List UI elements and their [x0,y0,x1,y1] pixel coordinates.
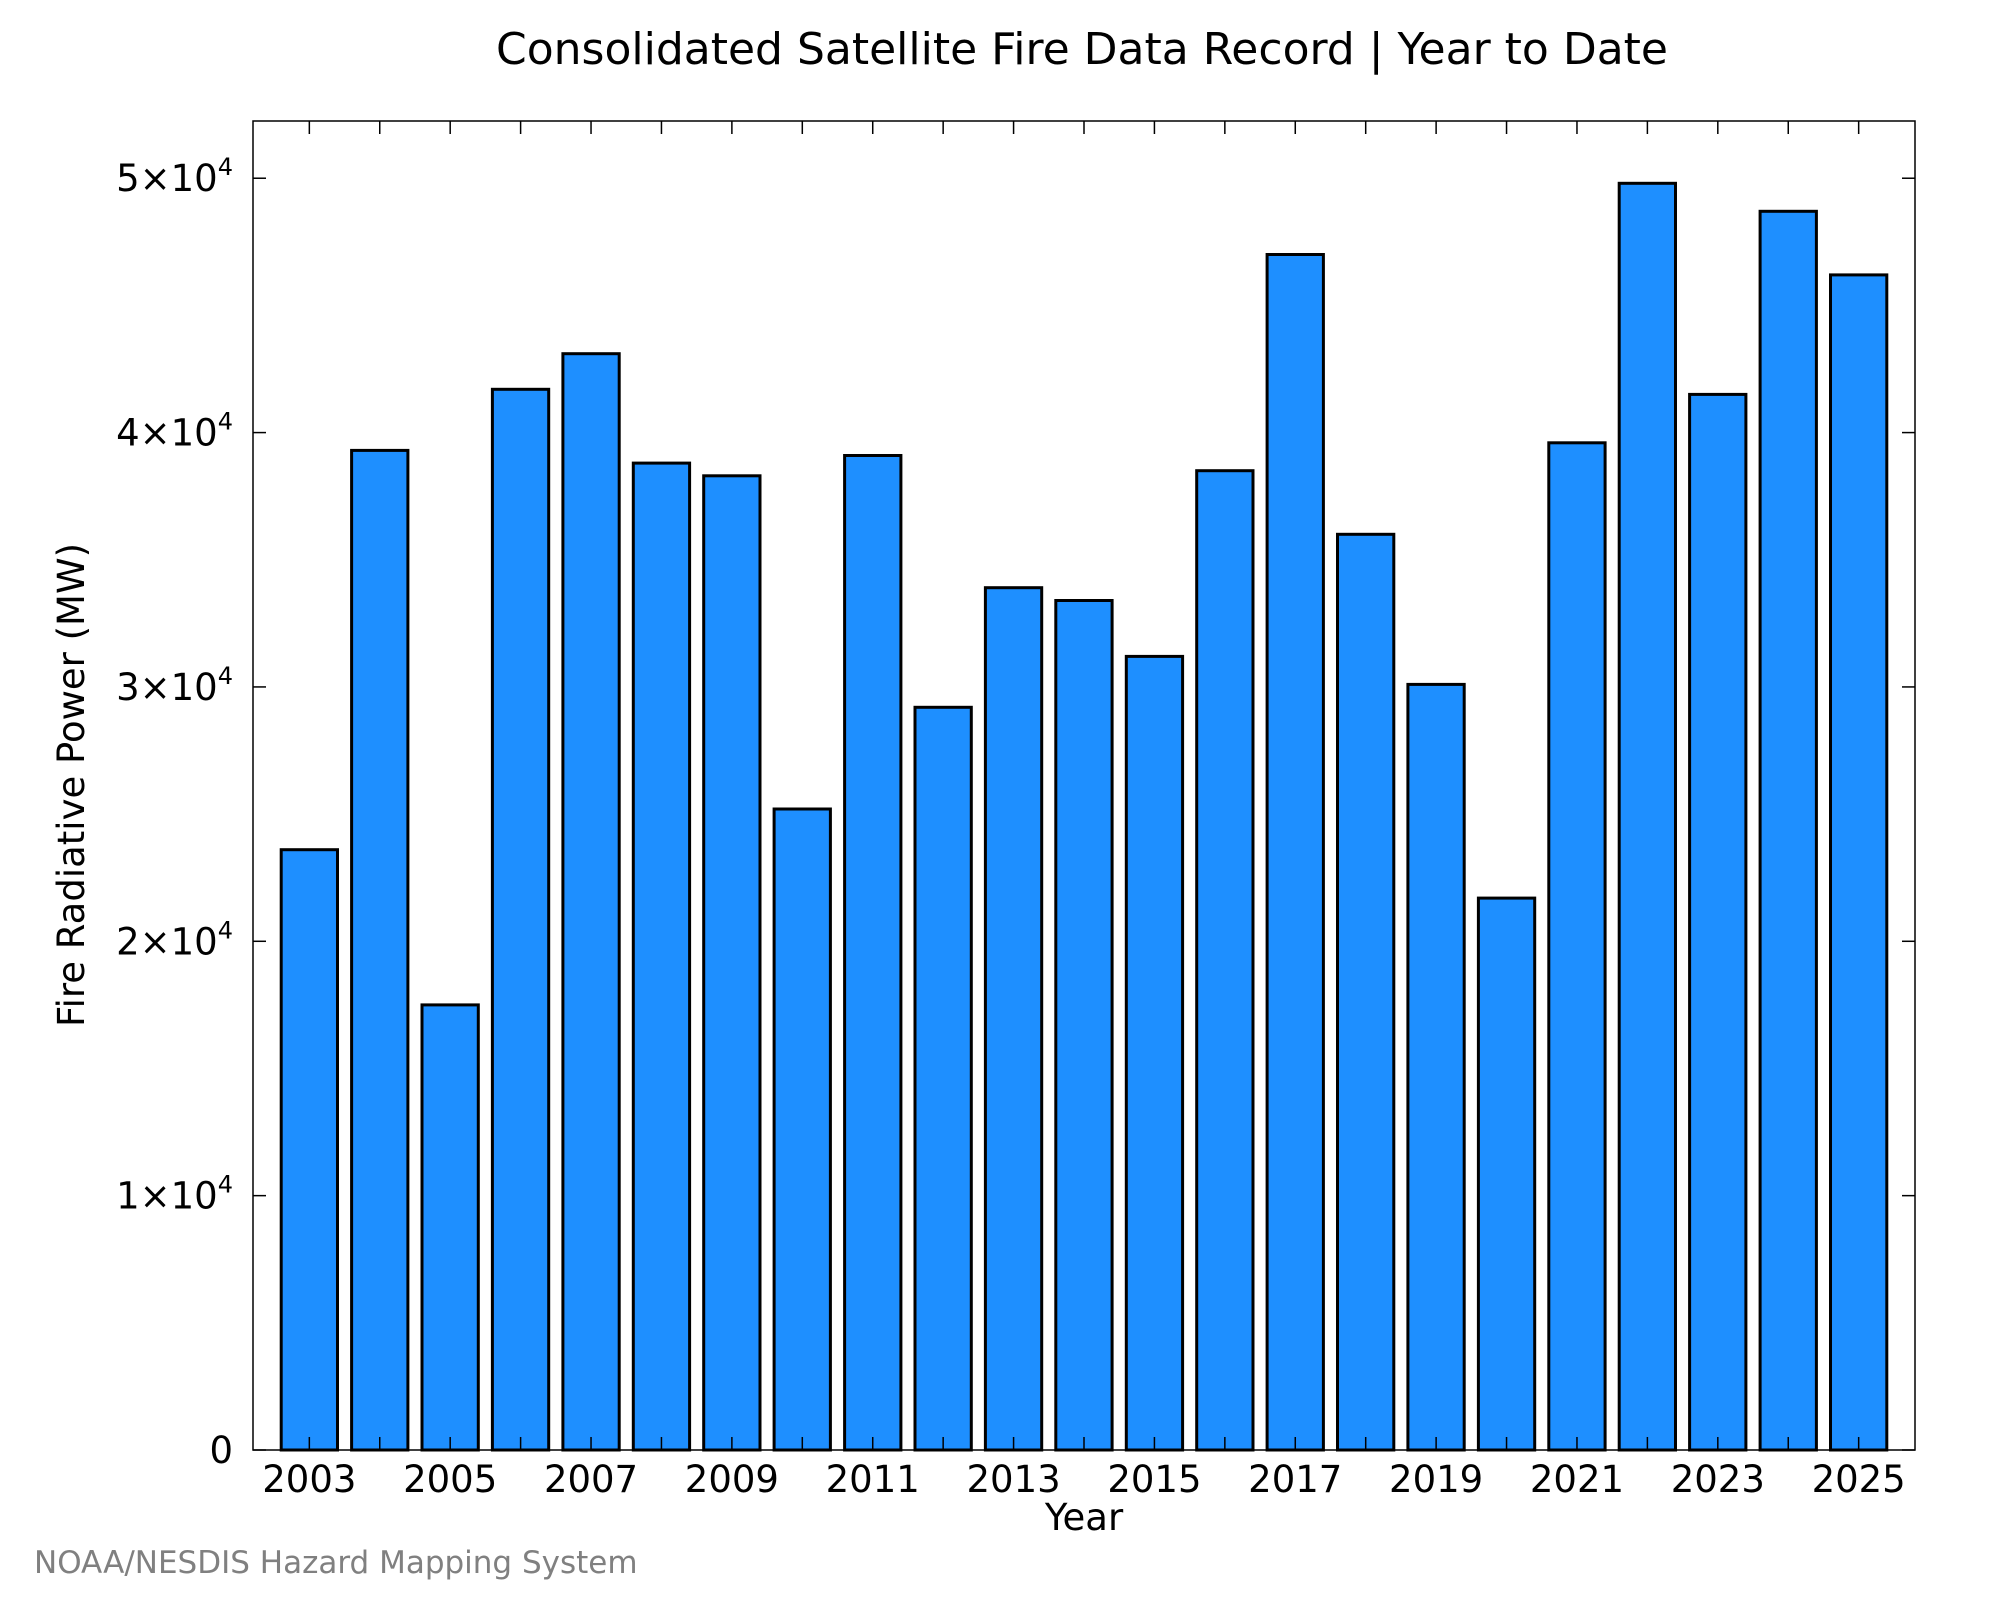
bar-2008 [631,461,692,1452]
y-tick-label: 5×104 [116,153,233,200]
bar-2009 [702,474,762,1452]
x-tick-label: 2023 [1671,1458,1765,1501]
bar-2022 [1617,181,1677,1452]
x-tick-label: 2009 [685,1458,779,1501]
bar-2014 [1054,599,1114,1452]
x-tick-label: 2011 [826,1458,920,1501]
x-tick-label: 2017 [1248,1458,1342,1501]
x-tick-label: 2007 [544,1458,638,1501]
bar-2007 [561,352,621,1452]
bar-2012 [913,705,973,1452]
chart-title: Consolidated Satellite Fire Data Record … [496,24,1668,75]
bar-2021 [1547,441,1607,1452]
y-axis-label: Fire Radiative Power (MW) [50,543,93,1027]
bar-2015 [1124,654,1185,1452]
bar-layer [279,181,1889,1452]
bar-2006 [490,387,551,1452]
x-tick-label: 2013 [966,1458,1060,1501]
y-tick-label: 2×104 [116,916,233,963]
bar-2004 [350,448,410,1452]
bar-2019 [1406,682,1466,1452]
x-tick-label: 2003 [262,1458,356,1501]
bar-2016 [1195,469,1255,1452]
bar-2023 [1688,392,1748,1452]
y-tick-labels: 0 1×104 2×104 3×104 4×104 5×104 [116,153,233,1472]
bar-2018 [1336,532,1396,1452]
y-tick-label: 0 [209,1429,233,1472]
bar-2005 [420,1003,480,1452]
x-axis-label: Year [1044,1496,1124,1539]
bar-2025 [1829,273,1889,1452]
x-tick-label: 2019 [1389,1458,1483,1501]
x-tick-label: 2025 [1812,1458,1906,1501]
bar-2017 [1265,253,1325,1452]
x-tick-labels: 2003 2005 2007 2009 2011 2013 2015 2017 2019 2021… [262,1458,1905,1501]
source-credit: NOAA/NESDIS Hazard Mapping System [34,1545,638,1581]
axis-ticks [253,121,1915,1451]
y-tick-label: 3×104 [116,662,233,709]
x-tick-label: 2021 [1530,1458,1624,1501]
x-tick-label: 2005 [403,1458,497,1501]
y-tick-label: 4×104 [116,408,233,455]
y-tick-label: 1×104 [116,1171,233,1218]
bar-2024 [1758,209,1818,1452]
bar-2003 [279,848,340,1452]
bar-2011 [843,454,903,1452]
bar-2010 [772,807,832,1452]
x-tick-label: 2015 [1107,1458,1201,1501]
bar-2013 [983,586,1044,1452]
bar-2020 [1476,896,1537,1452]
